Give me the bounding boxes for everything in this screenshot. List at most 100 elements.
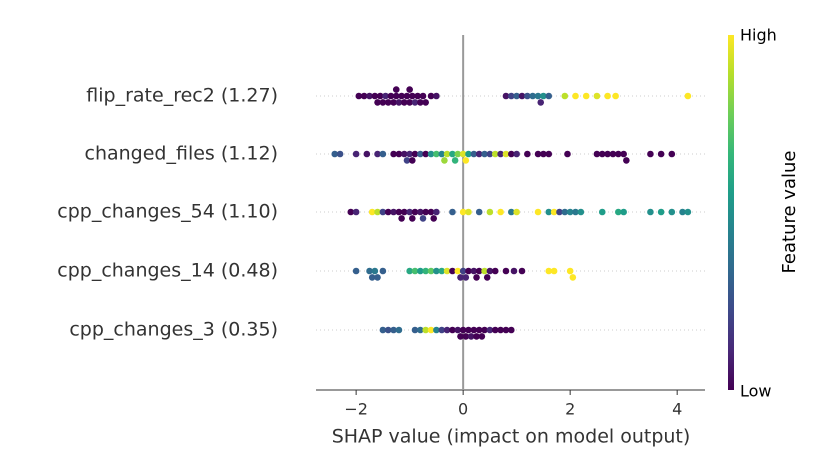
dot [598, 150, 606, 158]
dot [462, 333, 470, 340]
dot [374, 150, 381, 158]
x-tick-label: 0 [458, 400, 468, 419]
dot [433, 208, 440, 216]
x-tick-label: 2 [565, 400, 575, 419]
dot [566, 208, 574, 216]
dot [395, 208, 403, 216]
dot [524, 150, 531, 158]
dot [449, 150, 456, 158]
dot [513, 150, 520, 158]
dot [475, 150, 483, 158]
dot [449, 267, 456, 275]
dot [467, 333, 475, 340]
dot [478, 333, 486, 340]
colorbar-label: Feature value [779, 151, 800, 274]
dot [481, 326, 488, 334]
colorbar-low: Low [740, 382, 772, 401]
dot [454, 150, 462, 158]
dot [497, 150, 504, 158]
dot [481, 150, 488, 158]
dot [390, 208, 397, 216]
y-tick-label: cpp_changes_14 (0.48) [57, 260, 278, 282]
dot [475, 267, 483, 275]
dot [411, 208, 419, 216]
dot [411, 267, 419, 275]
dot [491, 150, 499, 158]
dot [550, 208, 558, 216]
dot [430, 215, 438, 222]
dot [384, 208, 392, 216]
dot [433, 92, 440, 100]
dot [417, 150, 424, 158]
dot [352, 208, 360, 216]
dot [534, 208, 542, 216]
x-axis-label: SHAP value (impact on model output) [332, 426, 691, 448]
dot [454, 267, 462, 275]
dot [508, 92, 515, 100]
dot [371, 92, 379, 100]
dot [508, 150, 515, 158]
dot [422, 150, 429, 158]
dot [451, 157, 459, 164]
dot [612, 92, 619, 100]
dot [400, 150, 408, 158]
y-tick-label: flip_rate_rec2 (1.27) [86, 85, 278, 107]
dot [647, 150, 654, 158]
dot [409, 157, 416, 164]
dot [510, 267, 518, 275]
dot [390, 326, 397, 334]
dot [398, 92, 405, 100]
dot [604, 92, 611, 100]
y-tick-label: cpp_changes_3 (0.35) [69, 319, 278, 341]
dot [604, 150, 611, 158]
dot [449, 326, 456, 334]
dot [347, 208, 355, 216]
dot [427, 92, 435, 100]
dot [374, 274, 381, 281]
dot [427, 150, 435, 158]
dot [449, 208, 456, 216]
dot [577, 208, 585, 216]
dot [419, 92, 427, 100]
dot [647, 208, 654, 216]
dot [352, 150, 360, 158]
dot [550, 267, 558, 275]
dot [502, 326, 510, 334]
y-tick-label: changed_files (1.12) [85, 143, 279, 165]
dot [374, 99, 381, 106]
dot [593, 92, 601, 100]
dot [459, 326, 467, 334]
dot [395, 326, 403, 334]
dot [545, 150, 553, 158]
dot [518, 92, 526, 100]
dot [417, 208, 424, 216]
dot [465, 326, 472, 334]
dot [459, 267, 467, 275]
dot [684, 208, 692, 216]
dot [465, 267, 472, 275]
dot [406, 86, 413, 93]
dot [620, 150, 627, 158]
dot [438, 267, 446, 275]
dot [368, 208, 376, 216]
dot [470, 267, 478, 275]
dot [462, 274, 470, 281]
dot [502, 150, 510, 158]
dot [481, 267, 488, 275]
dot [419, 215, 427, 222]
dot [371, 267, 379, 275]
dot [392, 92, 400, 100]
dot [623, 157, 630, 164]
dot [363, 150, 371, 158]
dot [513, 208, 520, 216]
dot [390, 150, 397, 158]
dot [657, 208, 665, 216]
dot [684, 92, 692, 100]
dot [529, 92, 537, 100]
dot [457, 274, 464, 281]
dot [438, 150, 446, 158]
dot [534, 92, 542, 100]
dot [540, 92, 547, 100]
dot [379, 326, 387, 334]
dot [620, 208, 627, 216]
